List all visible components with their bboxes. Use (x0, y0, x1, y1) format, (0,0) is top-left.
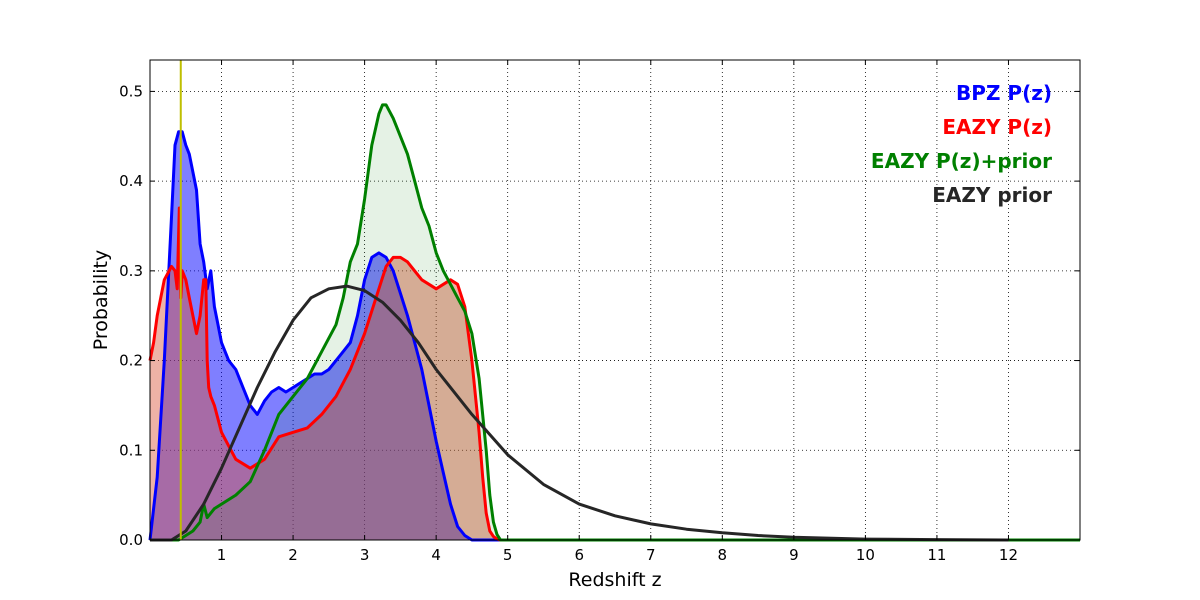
legend-entry-bpz-p-z: BPZ P(z) (956, 81, 1052, 105)
x-axis-label: Redshift z (568, 569, 661, 591)
y-tick-label: 0.4 (119, 172, 143, 190)
series-line-eazy-prior (150, 284, 1009, 542)
x-tick-label: 7 (646, 546, 656, 564)
series-line-bpz-p-z (148, 130, 1080, 542)
x-tick-label: 3 (360, 546, 370, 564)
legend: BPZ P(z) EAZY P(z) EAZY P(z)+prior EAZY pri… (871, 81, 1052, 207)
series-line-eazy-p-z-prior (150, 103, 1080, 542)
y-tick-label: 0.1 (119, 441, 143, 459)
y-tick-label: 0.2 (119, 352, 143, 370)
axis-ticks: 1 2 3 4 5 6 7 8 9 10 11 120.00.10.20.30.40.5 (119, 60, 1080, 564)
x-tick-label: 10 (856, 546, 875, 564)
x-tick-label: 11 (927, 546, 946, 564)
x-tick-label: 5 (503, 546, 513, 564)
x-tick-label: 4 (431, 546, 441, 564)
x-tick-label: 8 (718, 546, 728, 564)
legend-entry-eazy-p-z-prior: EAZY P(z)+prior (871, 149, 1052, 173)
y-tick-label: 0.0 (119, 531, 143, 549)
series-fill-eazy-p-z (150, 208, 1080, 540)
x-tick-label: 12 (999, 546, 1018, 564)
series-fills (150, 104, 1080, 541)
y-tick-label: 0.3 (119, 262, 143, 280)
x-tick-label: 1 (217, 546, 227, 564)
x-tick-label: 6 (574, 546, 584, 564)
series-fill-eazy-p-z-prior (150, 104, 1080, 541)
x-tick-label: 2 (288, 546, 298, 564)
plot-frame (149, 59, 1081, 541)
y-tick-label: 0.5 (119, 82, 143, 100)
x-tick-label: 9 (789, 546, 799, 564)
series-fill-bpz-p-z (150, 131, 1080, 541)
legend-entry-eazy-prior: EAZY prior (932, 183, 1052, 207)
y-axis-label: Probability (90, 250, 112, 350)
legend-entry-eazy-p-z: EAZY P(z) (942, 115, 1052, 139)
